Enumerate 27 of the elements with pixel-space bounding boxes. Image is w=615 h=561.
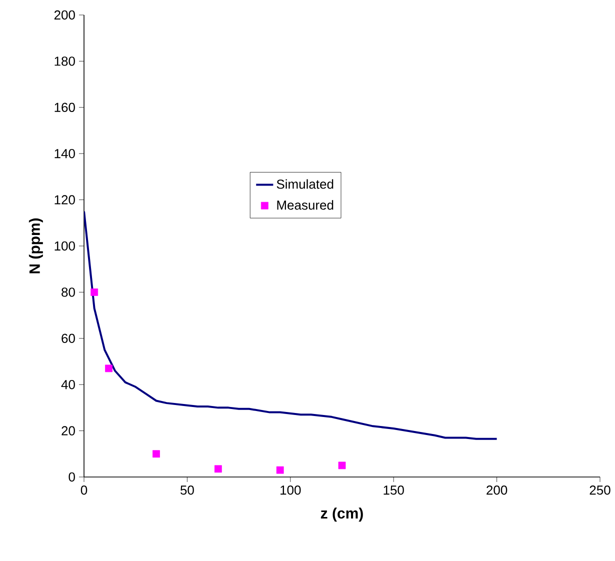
legend-label: Simulated [276,179,334,189]
x-tick-label: 50 [180,486,194,495]
point [214,465,222,473]
y-tick-label: 60 [62,334,75,343]
point [276,466,284,474]
y-tick-label: 20 [62,426,75,436]
y-tick-label: 200 [54,10,75,20]
y-tick-label: 120 [54,195,75,204]
y-tick-label: 140 [54,148,75,158]
x-tick-label: 200 [486,486,508,495]
y-tick-label: 180 [54,56,75,66]
x-tick-label: 100 [280,486,301,495]
x-axis-title: z (cm) [320,508,363,522]
y-tick-label: 0 [68,472,75,482]
point [105,364,112,372]
y-axis-title: N (ppm) [28,218,43,274]
x-tick-label: 0 [80,486,88,495]
point [152,450,160,458]
point [338,462,346,470]
x-tick-label: 150 [384,486,404,495]
y-tick-label: 100 [54,241,75,251]
y-tick-label: 80 [62,288,75,297]
y-tick-label: 40 [61,380,75,390]
legend-label: Measured [277,200,334,210]
point [90,288,98,296]
y-tick-label: 160 [54,102,75,112]
x-tick-label: 250 [590,486,610,495]
